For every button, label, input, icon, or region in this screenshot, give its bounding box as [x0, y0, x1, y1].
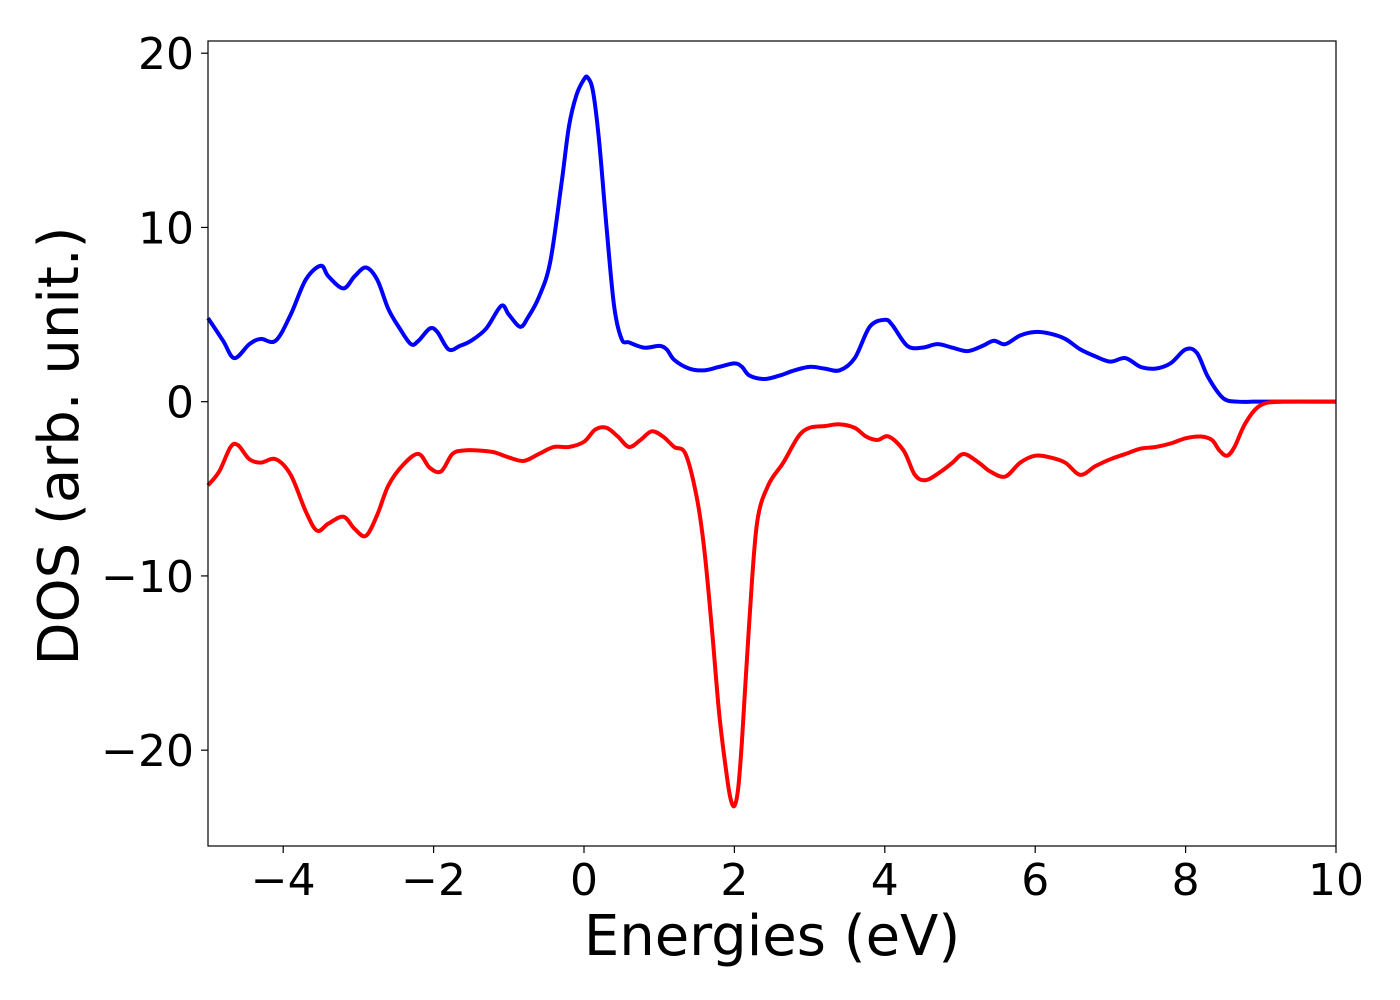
x-tick-label: 0: [570, 855, 598, 906]
x-axis-ticks: −4 −2 0 2 4 6 8 10: [251, 846, 1364, 906]
y-axis-label: DOS (arb. unit.): [27, 226, 92, 665]
x-tick-label: −2: [401, 855, 466, 906]
x-tick-label: 2: [720, 855, 748, 906]
x-tick-label: 4: [871, 855, 899, 906]
y-tick-label: 10: [138, 203, 194, 254]
x-tick-label: 8: [1172, 855, 1200, 906]
x-tick-label: −4: [251, 855, 316, 906]
y-axis-ticks: 20 10 0 −10 −20: [101, 29, 208, 777]
plot-frame: [207, 40, 1337, 847]
x-axis-label: Energies (eV): [584, 904, 960, 969]
series-layer: [206, 74, 1337, 809]
dos-series-line-up: [206, 74, 1336, 404]
y-tick-label: −10: [101, 552, 194, 603]
y-tick-label: 20: [138, 29, 194, 80]
y-tick-label: −20: [101, 726, 194, 777]
dos-series-line-down: [206, 399, 1337, 809]
y-tick-label: 0: [166, 378, 194, 429]
x-tick-label: 10: [1308, 855, 1364, 906]
x-tick-label: 6: [1021, 855, 1049, 906]
